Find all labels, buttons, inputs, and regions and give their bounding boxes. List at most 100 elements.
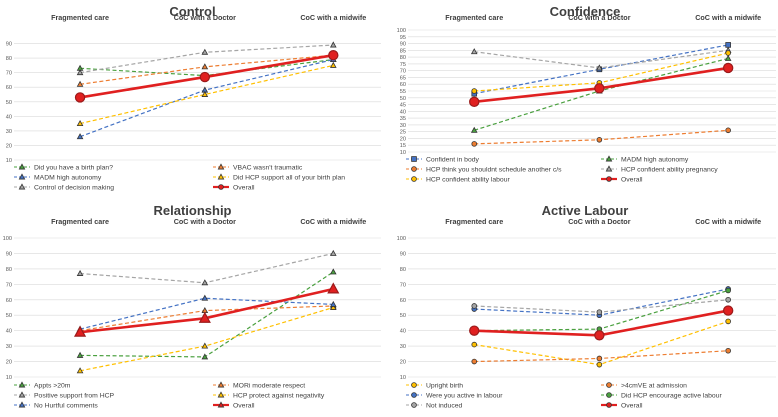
legend-label: VBAC wasn't traumatic <box>233 165 303 172</box>
y-tick-label: 50 <box>400 313 406 319</box>
data-point <box>470 48 478 55</box>
legend-item: HCP think you shouldnt schedule another … <box>406 166 562 174</box>
y-tick-label: 35 <box>400 116 406 122</box>
legend-item: HCP protect against negativity <box>213 391 325 400</box>
legend-marker <box>217 163 225 170</box>
legend-label: Did you have a birth plan? <box>34 165 113 172</box>
y-tick-label: 80 <box>6 267 12 273</box>
chart-panel-1: Control Fragmented care CoC with a Doctor C… <box>6 4 381 192</box>
y-tick-label: 20 <box>6 143 12 149</box>
data-point <box>199 71 211 83</box>
y-tick-label: 80 <box>6 56 12 62</box>
data-point <box>76 120 84 127</box>
data-point <box>329 300 337 307</box>
legend-marker <box>411 392 417 398</box>
data-point <box>471 341 478 348</box>
category-label: CoC with a Doctor <box>568 13 630 22</box>
series-line <box>79 297 334 330</box>
legend-marker <box>217 173 225 180</box>
legend-item: Not induced <box>406 402 462 410</box>
legend-item: Overall <box>601 176 643 184</box>
y-tick-label: 60 <box>400 298 406 304</box>
chart-panel-3: Relationship Fragmented care CoC with a Do… <box>3 203 381 410</box>
y-tick-label: 60 <box>6 298 12 304</box>
data-point <box>470 126 478 133</box>
legend-marker <box>605 155 613 162</box>
data-point <box>328 50 339 61</box>
series-line <box>79 64 334 125</box>
y-tick-label: 10 <box>6 375 12 381</box>
chart-panel-4: Active Labour Fragmented care CoC with a D… <box>397 203 776 410</box>
data-point <box>76 367 84 374</box>
y-tick-label: 100 <box>3 236 12 242</box>
y-tick-label: 30 <box>6 344 12 350</box>
y-tick-label: 70 <box>6 71 12 77</box>
legend-marker <box>18 391 26 398</box>
y-tick-label: 30 <box>6 129 12 135</box>
chart-title: Active Labour <box>542 203 629 218</box>
legend-label: No Hurtful comments <box>34 403 98 410</box>
y-tick-label: 45 <box>400 103 406 109</box>
data-point <box>201 294 209 301</box>
data-point <box>201 342 209 349</box>
data-point <box>596 64 603 71</box>
data-point <box>76 269 84 276</box>
legend-label: Did HCP support all of your birth plan <box>233 175 345 182</box>
y-tick-label: 10 <box>400 375 406 381</box>
data-point <box>329 249 337 256</box>
data-point <box>469 96 480 108</box>
y-tick-label: 100 <box>397 236 406 242</box>
data-point <box>76 80 84 87</box>
series-line <box>474 49 729 69</box>
legend-marker <box>606 392 612 398</box>
data-point <box>725 318 731 325</box>
y-tick-label: 75 <box>400 62 406 68</box>
legend-item: VBAC wasn't traumatic <box>213 163 303 172</box>
data-point <box>73 325 87 337</box>
data-point <box>201 63 209 70</box>
y-tick-label: 15 <box>400 143 406 149</box>
data-point <box>594 83 605 94</box>
category-label: CoC with a midwife <box>300 13 366 22</box>
data-point <box>329 61 337 68</box>
data-point <box>201 353 209 360</box>
legend-label: MADM high autonomy <box>34 175 102 182</box>
legend-marker <box>411 166 417 172</box>
series-line <box>79 58 334 138</box>
series-line <box>80 252 334 284</box>
y-tick-label: 80 <box>400 267 406 273</box>
y-tick-label: 90 <box>6 42 12 48</box>
legend-label: Were you active in labour <box>426 393 503 400</box>
y-tick-label: 55 <box>400 89 406 95</box>
legend-item: Did you have a birth plan? <box>14 163 113 172</box>
y-tick-label: 95 <box>400 35 406 41</box>
category-label: CoC with a midwife <box>695 217 761 226</box>
legend-item: Overall <box>213 184 255 192</box>
legend-marker <box>18 163 26 170</box>
chart-title: Confidence <box>550 4 621 19</box>
y-tick-label: 90 <box>400 251 406 257</box>
category-label: Fragmented care <box>51 217 109 226</box>
legend-item: MADM high autonomy <box>601 155 689 164</box>
data-point <box>327 282 340 294</box>
legend-label: HCP confident ability labour <box>426 177 510 184</box>
legend-label: HCP think you shouldnt schedule another … <box>426 167 562 174</box>
y-tick-label: 10 <box>6 158 12 164</box>
category-label: CoC with a Doctor <box>174 217 236 226</box>
legend-marker <box>18 401 26 408</box>
y-tick-label: 50 <box>400 96 406 102</box>
y-tick-label: 65 <box>400 75 406 81</box>
legend-item: Control of decision making <box>14 183 114 192</box>
y-tick-label: 80 <box>400 55 406 61</box>
data-point <box>725 287 731 294</box>
legend-label: Confident in body <box>426 157 480 164</box>
legend-marker <box>606 402 612 408</box>
legend-marker <box>18 183 26 190</box>
y-tick-label: 90 <box>6 251 12 257</box>
legend-item: HCP confident ability labour <box>406 176 510 184</box>
category-label: Fragmented care <box>51 13 109 22</box>
y-tick-label: 50 <box>6 313 12 319</box>
data-point <box>722 305 734 316</box>
legend-item: HCP confident ability pregnancy <box>601 165 718 174</box>
legend-label: MORi moderate respect <box>233 383 305 390</box>
